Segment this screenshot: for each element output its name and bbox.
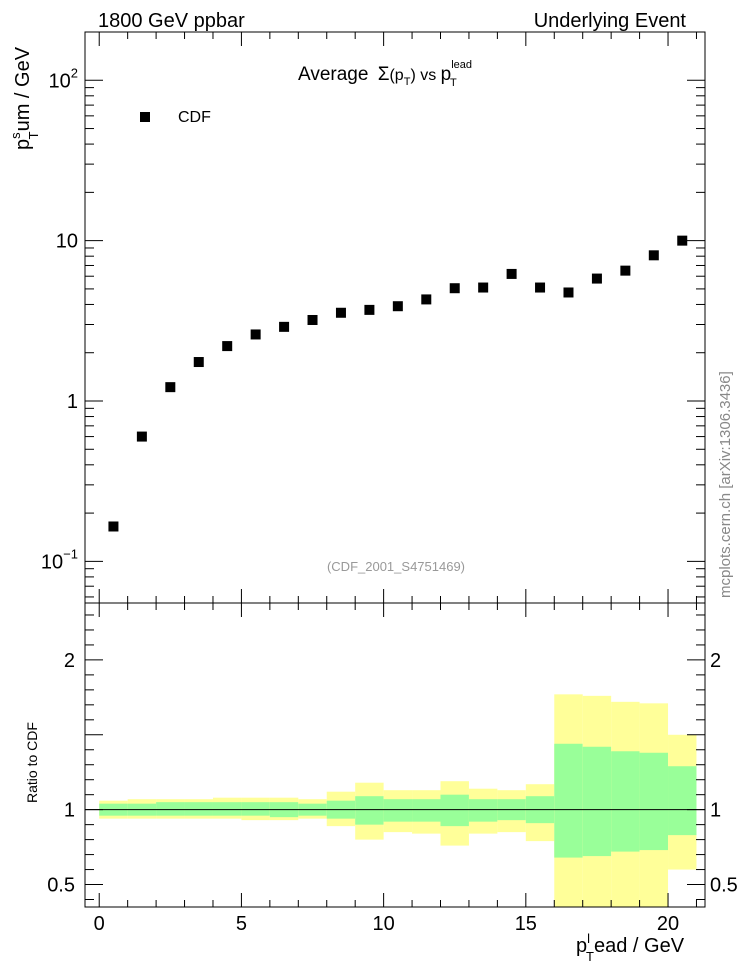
data-point — [222, 341, 233, 352]
x-tick-label: 0 — [94, 913, 105, 935]
data-point — [136, 431, 147, 442]
inner-band-bin — [668, 766, 697, 836]
top-axis-ticks — [85, 31, 705, 603]
side-watermark: mcplots.cern.ch [arXiv:1306.3436] — [717, 371, 734, 598]
y-tick-label: 102 — [49, 65, 78, 92]
data-point — [563, 287, 574, 298]
x-tick-label: 20 — [657, 913, 679, 935]
data-point — [279, 321, 290, 332]
y-tick-label: 2 — [64, 650, 75, 672]
inner-band-bin — [468, 799, 498, 822]
y-tick-label-right: 2 — [710, 650, 721, 672]
inner-band-bin — [241, 802, 270, 816]
x-tick-label: 5 — [236, 913, 247, 935]
data-point — [250, 329, 261, 340]
bottom-y-axis-label: Ratio to CDF — [24, 722, 40, 803]
y-tick-label: 1 — [64, 800, 75, 822]
bottom-y-tick-labels: 0.5 0.5 1 1 2 2 — [47, 650, 738, 897]
data-point — [392, 301, 403, 312]
data-point — [449, 283, 460, 294]
data-points — [108, 235, 688, 532]
inner-band-bin — [639, 752, 669, 851]
inner-band-bin — [355, 796, 384, 825]
header-right: Underlying Event — [534, 10, 687, 32]
data-point — [193, 357, 204, 368]
data-point — [335, 307, 346, 318]
x-tick-label: 10 — [372, 913, 394, 935]
analysis-id: (CDF_2001_S4751469) — [327, 559, 465, 574]
inner-band-bin — [554, 743, 583, 858]
inner-band-bin — [611, 751, 640, 852]
data-point — [165, 382, 176, 393]
inner-band-bin — [156, 802, 185, 816]
data-point — [506, 268, 517, 279]
inner-band-bin — [184, 802, 213, 816]
bottom-axis-ticks — [85, 603, 705, 907]
y-tick-label: 0.5 — [47, 875, 75, 897]
y-tick-label-right: 0.5 — [710, 875, 738, 897]
x-tick-labels: 0 5 10 15 20 — [94, 913, 679, 935]
plot-title: Average Σ(pT) vs plead T — [298, 59, 472, 89]
bottom-panel-frame — [84, 602, 706, 908]
inner-band-bin — [212, 802, 242, 816]
data-point — [108, 521, 119, 532]
legend-label: CDF — [178, 109, 211, 126]
y-tick-label-right: 1 — [710, 800, 721, 822]
y-tick-label: 10−1 — [41, 546, 78, 573]
data-point — [620, 265, 631, 276]
header-left: 1800 GeV ppbar — [98, 10, 245, 32]
data-point — [535, 282, 546, 293]
x-axis-label: pl Tead / GeV — [576, 931, 685, 964]
ratio-bands — [99, 694, 697, 907]
inner-band-bin — [582, 746, 612, 857]
top-y-axis-label: ps Tum / GeV — [8, 46, 41, 150]
inner-band-bin — [440, 794, 469, 827]
y-tick-label: 1 — [67, 391, 78, 413]
data-point — [677, 235, 688, 246]
legend-marker — [140, 112, 150, 122]
data-point — [478, 282, 489, 293]
inner-band-bin — [412, 799, 441, 822]
data-point — [364, 304, 375, 315]
y-tick-label: 10 — [56, 231, 78, 253]
x-tick-label: 15 — [515, 913, 537, 935]
top-y-tick-labels: 10−1 1 10 102 — [41, 65, 78, 573]
data-point — [307, 314, 318, 325]
data-point — [421, 294, 432, 305]
inner-band-bin — [383, 799, 413, 822]
data-point — [591, 273, 602, 284]
data-point — [648, 250, 659, 261]
